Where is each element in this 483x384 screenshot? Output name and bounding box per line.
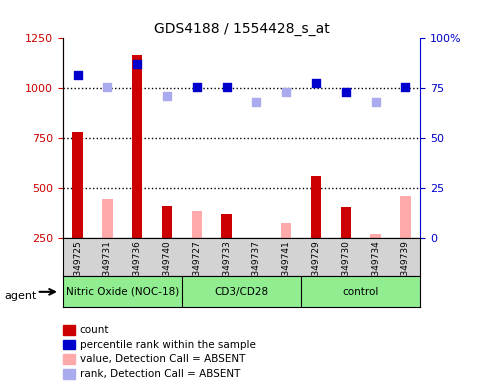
Bar <box>400 196 411 238</box>
Point <box>282 89 290 95</box>
Text: GSM349727: GSM349727 <box>192 240 201 295</box>
Point <box>342 89 350 95</box>
Bar <box>162 206 172 238</box>
Bar <box>72 132 83 238</box>
Text: Nitric Oxide (NOC-18): Nitric Oxide (NOC-18) <box>66 287 179 297</box>
Point <box>104 84 112 90</box>
Bar <box>221 214 232 238</box>
Text: rank, Detection Call = ABSENT: rank, Detection Call = ABSENT <box>80 369 240 379</box>
Text: GSM349729: GSM349729 <box>312 240 320 295</box>
Text: control: control <box>342 287 379 297</box>
Text: GSM349737: GSM349737 <box>252 240 261 295</box>
Point <box>193 84 201 90</box>
Bar <box>281 223 291 238</box>
Bar <box>251 238 262 240</box>
Text: agent: agent <box>5 291 37 301</box>
Point <box>133 61 141 68</box>
Text: CD3/CD28: CD3/CD28 <box>214 287 269 297</box>
Bar <box>311 176 321 238</box>
Bar <box>341 207 351 238</box>
Bar <box>102 199 113 238</box>
Text: percentile rank within the sample: percentile rank within the sample <box>80 340 256 350</box>
Bar <box>370 234 381 238</box>
Point <box>372 99 380 105</box>
Text: count: count <box>80 325 109 335</box>
Point <box>312 80 320 86</box>
Point <box>223 84 230 90</box>
Title: GDS4188 / 1554428_s_at: GDS4188 / 1554428_s_at <box>154 22 329 36</box>
Text: value, Detection Call = ABSENT: value, Detection Call = ABSENT <box>80 354 245 364</box>
Text: GSM349731: GSM349731 <box>103 240 112 295</box>
Bar <box>192 211 202 238</box>
Point <box>163 93 171 99</box>
Text: GSM349734: GSM349734 <box>371 240 380 295</box>
Text: GSM349725: GSM349725 <box>73 240 82 295</box>
Text: GSM349730: GSM349730 <box>341 240 350 295</box>
Text: GSM349733: GSM349733 <box>222 240 231 295</box>
Text: GSM349736: GSM349736 <box>133 240 142 295</box>
Point <box>401 84 409 90</box>
Text: GSM349741: GSM349741 <box>282 240 291 295</box>
Text: GSM349739: GSM349739 <box>401 240 410 295</box>
Point <box>74 72 82 78</box>
Text: GSM349740: GSM349740 <box>163 240 171 295</box>
Bar <box>132 55 142 238</box>
Point <box>253 99 260 105</box>
